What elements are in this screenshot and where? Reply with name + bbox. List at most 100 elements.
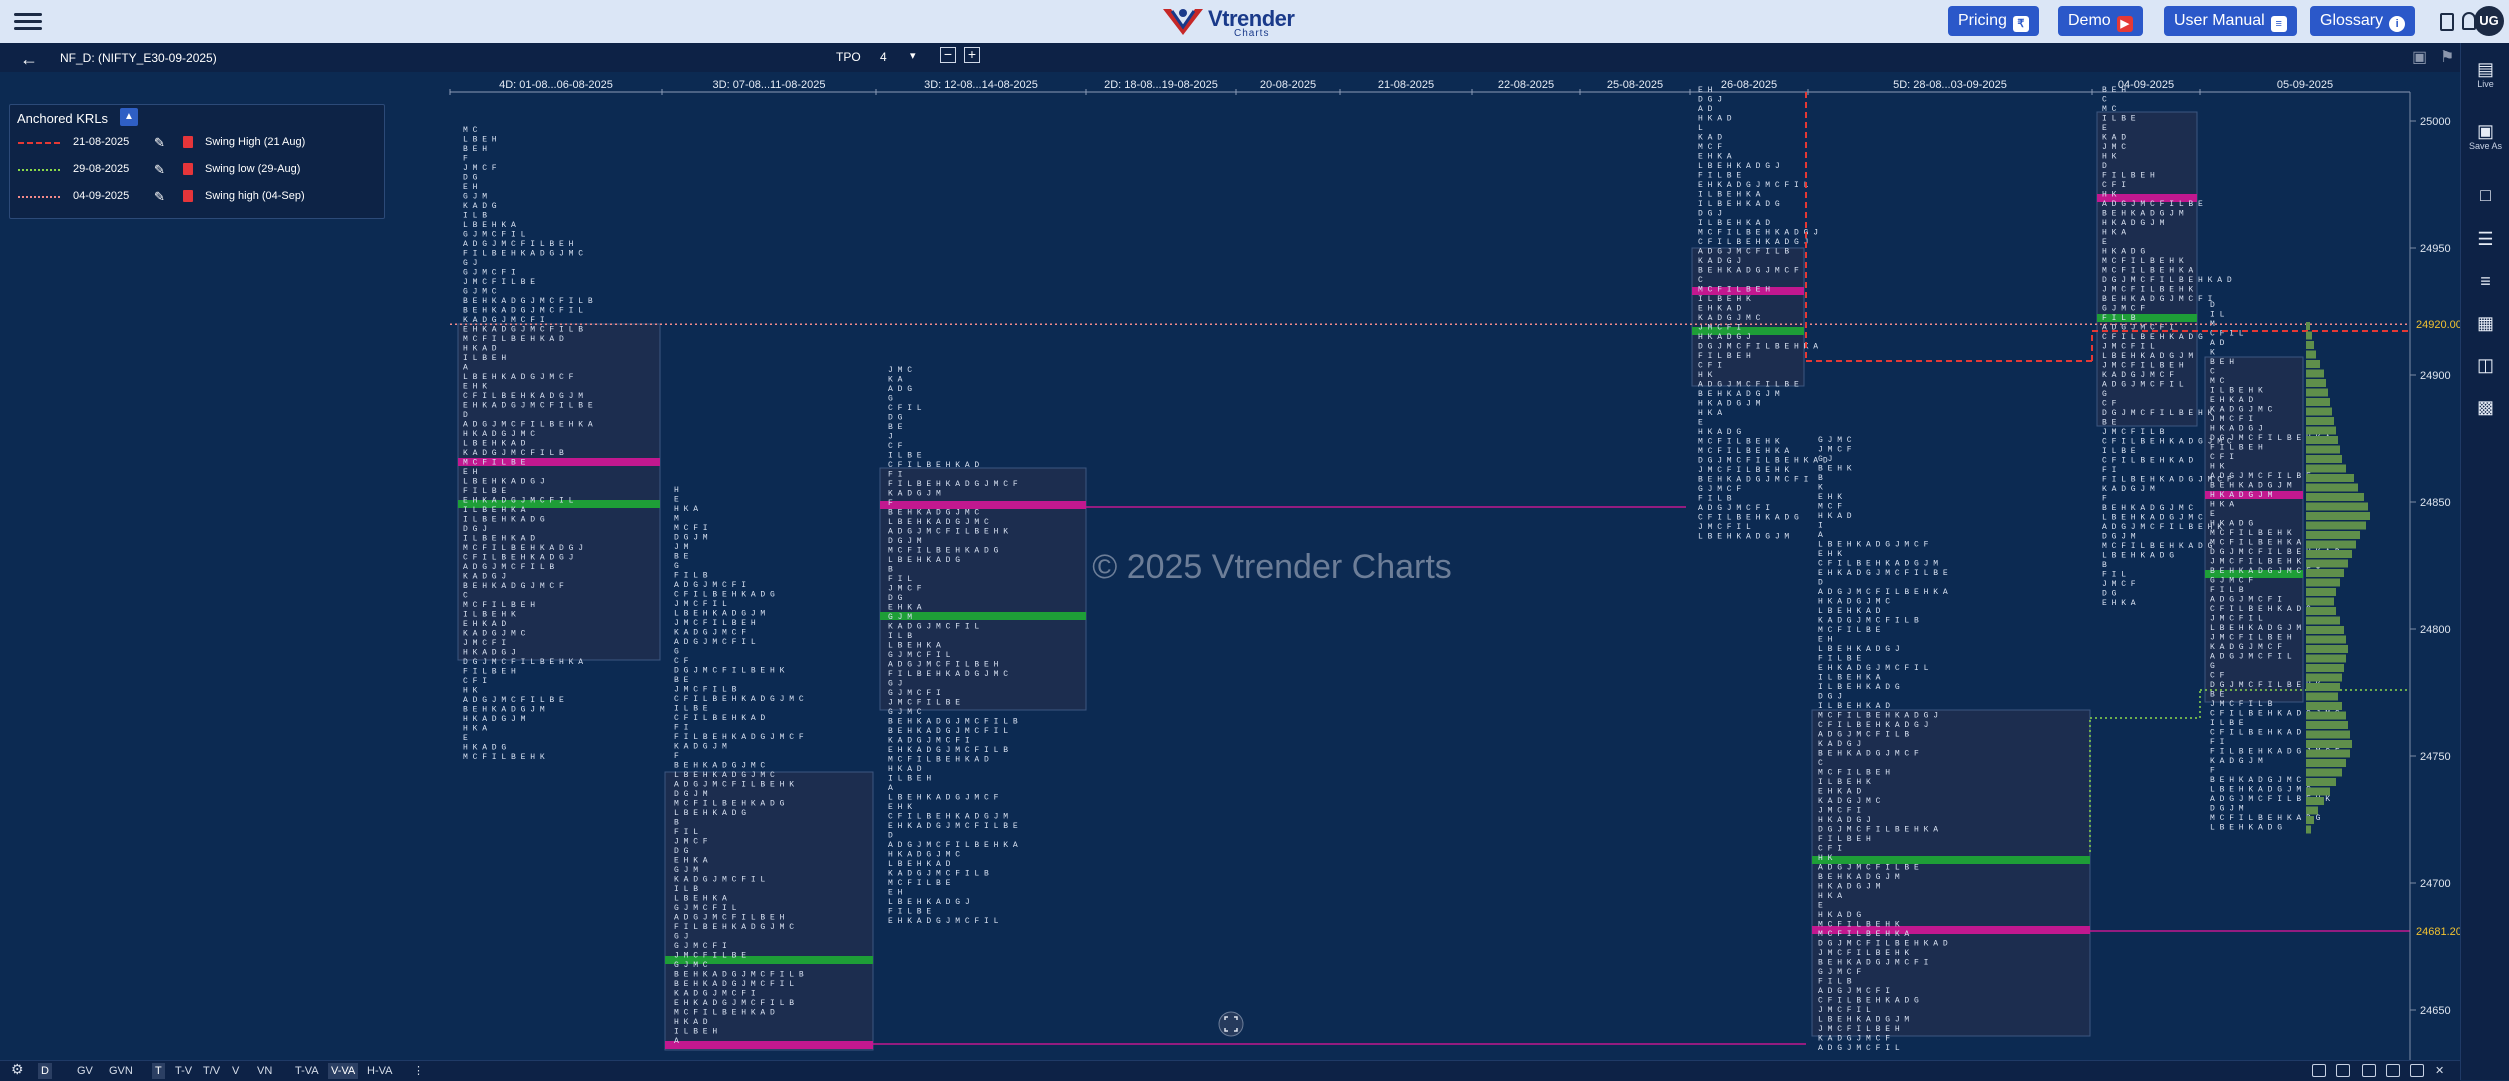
tpo-letter-row: M C F I L B E H K A D G J xyxy=(1818,712,1938,721)
view-t-button[interactable]: T xyxy=(152,1063,165,1079)
tpo-letter-row: G J M C F xyxy=(2102,305,2145,314)
settings-gear-icon[interactable]: ⚙ xyxy=(11,1061,24,1077)
tpo-label: TPO xyxy=(836,50,861,64)
collapse-button[interactable]: ▲ xyxy=(120,108,138,126)
tpo-letter-row: A D G J M C F I L B E xyxy=(1818,864,1919,873)
tpo-letter-row: E xyxy=(1818,902,1823,911)
tpo-letter-row: L B E H K A D G xyxy=(2102,552,2174,561)
tpo-letter-row: G xyxy=(674,648,679,657)
tpo-letter-row: K A D G J M C F xyxy=(674,629,746,638)
value-area-box xyxy=(1811,709,2091,1037)
view-d-button[interactable]: D xyxy=(38,1063,52,1079)
edit-icon[interactable]: ✎ xyxy=(154,162,165,177)
tpo-letter-row: F I L B xyxy=(1698,495,1732,504)
session-label: 5D: 28-08...03-09-2025 xyxy=(1893,79,2007,91)
tpo-letter-row: I L B E H K xyxy=(1698,295,1751,304)
user-manual-button[interactable]: User Manual ≡ xyxy=(2164,6,2297,36)
krl-row[interactable]: 29-08-2025 ✎ Swing low (29-Aug) xyxy=(18,160,378,180)
back-arrow-icon[interactable]: ← xyxy=(20,49,38,69)
tpo-letter-row: J M C F I L B E xyxy=(674,952,746,961)
view-h-va-button[interactable]: H-VA xyxy=(367,1065,393,1077)
columns-tool-button[interactable]: ◫ xyxy=(2461,355,2509,375)
user-avatar[interactable]: UG xyxy=(2474,6,2504,36)
table-icon[interactable] xyxy=(2312,1064,2326,1077)
tpo-letter-row: L B E H K A D G J M xyxy=(2210,624,2301,633)
delete-icon[interactable] xyxy=(183,190,193,202)
live-button[interactable]: ▤ Live xyxy=(2461,59,2509,89)
view-t-va-button[interactable]: T-VA xyxy=(295,1065,319,1077)
tpo-size-select[interactable]: 4 xyxy=(880,50,887,64)
tpo-letter-row: K A D G J M C F I L B xyxy=(1818,617,1919,626)
pricing-button[interactable]: Pricing ₹ xyxy=(1948,6,2039,36)
lines-tool-button[interactable]: ≡ xyxy=(2461,271,2509,291)
tpo-letter-row: E H xyxy=(1698,86,1713,95)
chevron-down-icon[interactable]: ▾ xyxy=(910,50,916,62)
demo-button[interactable]: Demo ▶ xyxy=(2058,6,2143,36)
tpo-letter-row: C F xyxy=(674,657,689,666)
apps-tool-button[interactable]: ▩ xyxy=(2461,397,2509,417)
initial-balance-bar xyxy=(458,500,660,508)
price-tick-label: 25000 xyxy=(2420,116,2451,128)
tpo-decrease-button[interactable]: − xyxy=(940,47,956,63)
square-tool-button[interactable]: □ xyxy=(2461,185,2509,205)
tpo-letter-row: E H K A xyxy=(674,857,708,866)
krl-row[interactable]: 21-08-2025 ✎ Swing High (21 Aug) xyxy=(18,133,378,153)
volume-bar xyxy=(2306,341,2314,349)
save-icon[interactable]: ▣ xyxy=(2412,49,2428,66)
poc-bar xyxy=(458,458,660,466)
brand-logo[interactable]: Vtrender Charts xyxy=(1160,3,1295,41)
tpo-letter-row: M C F xyxy=(1698,143,1722,152)
view-v-button[interactable]: V xyxy=(232,1065,240,1077)
expand-view-icon[interactable] xyxy=(2410,1064,2424,1077)
more-options-icon[interactable]: ⋮ xyxy=(413,1065,424,1077)
edit-icon[interactable]: ✎ xyxy=(154,189,165,204)
glossary-label: Glossary xyxy=(2320,12,2384,29)
tpo-letter-row: H K xyxy=(1818,854,1833,863)
view-gvn-button[interactable]: GVN xyxy=(109,1065,133,1077)
line-chart-icon[interactable] xyxy=(2336,1064,2350,1077)
tpo-letter-row: C F I L B E H K A D G J M C xyxy=(2210,710,2340,719)
view-t-slash-v-button[interactable]: T/V xyxy=(203,1065,221,1077)
tpo-letter-row: H K A D G J M xyxy=(463,715,526,724)
tpo-letter-row: H K A D G J M xyxy=(2210,491,2273,500)
glossary-button[interactable]: Glossary i xyxy=(2310,6,2416,36)
market-profile-chart[interactable]: 4D: 01-08...06-08-2025 3D: 07-08...11-08-… xyxy=(0,72,2460,1060)
tpo-letter-row: J M C F I xyxy=(2210,415,2253,424)
list-tool-button[interactable]: ☰ xyxy=(2461,229,2509,249)
delete-icon[interactable] xyxy=(183,136,193,148)
view-vn-button[interactable]: VN xyxy=(257,1065,273,1077)
tpo-letter-row: I L B E xyxy=(888,452,922,461)
bookmark-icon[interactable] xyxy=(2440,13,2454,31)
view-v-va-button[interactable]: V-VA xyxy=(328,1063,359,1079)
volume-bar xyxy=(2306,664,2344,672)
tpo-increase-button[interactable]: + xyxy=(964,47,980,63)
tpo-letter-row: F I xyxy=(2210,738,2224,747)
value-area-box xyxy=(457,323,661,661)
grid-tool-button[interactable]: ▦ xyxy=(2461,313,2509,333)
tpo-letter-row: A D xyxy=(1698,105,1713,114)
view-gv-button[interactable]: GV xyxy=(77,1065,93,1077)
fit-icon[interactable] xyxy=(2386,1064,2400,1077)
menu-icon[interactable] xyxy=(14,10,42,32)
view-t-v-button[interactable]: T-V xyxy=(175,1065,193,1077)
tpo-letter-row: C F I L B E H K A D xyxy=(2210,729,2301,738)
save-as-button[interactable]: ▣ Save As xyxy=(2461,121,2509,151)
tpo-letter-row: D G J xyxy=(1818,693,1842,702)
delete-icon[interactable] xyxy=(183,163,193,175)
krl-row[interactable]: 04-09-2025 ✎ Swing high (04-Sep) xyxy=(18,187,378,207)
tpo-letter-row: C F I L B E H K A D G xyxy=(1698,514,1799,523)
bookmark-edit-icon[interactable]: ⚑ xyxy=(2440,49,2455,66)
initial-balance-bar xyxy=(1812,856,2090,864)
tpo-letter-row: J M C xyxy=(2102,143,2126,152)
volume-bar xyxy=(2306,569,2344,577)
volume-bar xyxy=(2306,749,2350,758)
screenshot-icon[interactable] xyxy=(2362,1064,2376,1077)
tpo-letter-row: E H K A D G J M C F I L B xyxy=(674,999,794,1008)
volume-bar xyxy=(2306,683,2340,691)
session-label: 3D: 12-08...14-08-2025 xyxy=(924,79,1038,91)
fullscreen-button[interactable] xyxy=(1218,1011,1244,1037)
close-icon[interactable]: ✕ xyxy=(2435,1065,2445,1077)
info-icon: i xyxy=(2389,16,2406,32)
tpo-letter-row: M C F xyxy=(1818,503,1842,512)
edit-icon[interactable]: ✎ xyxy=(154,135,165,150)
